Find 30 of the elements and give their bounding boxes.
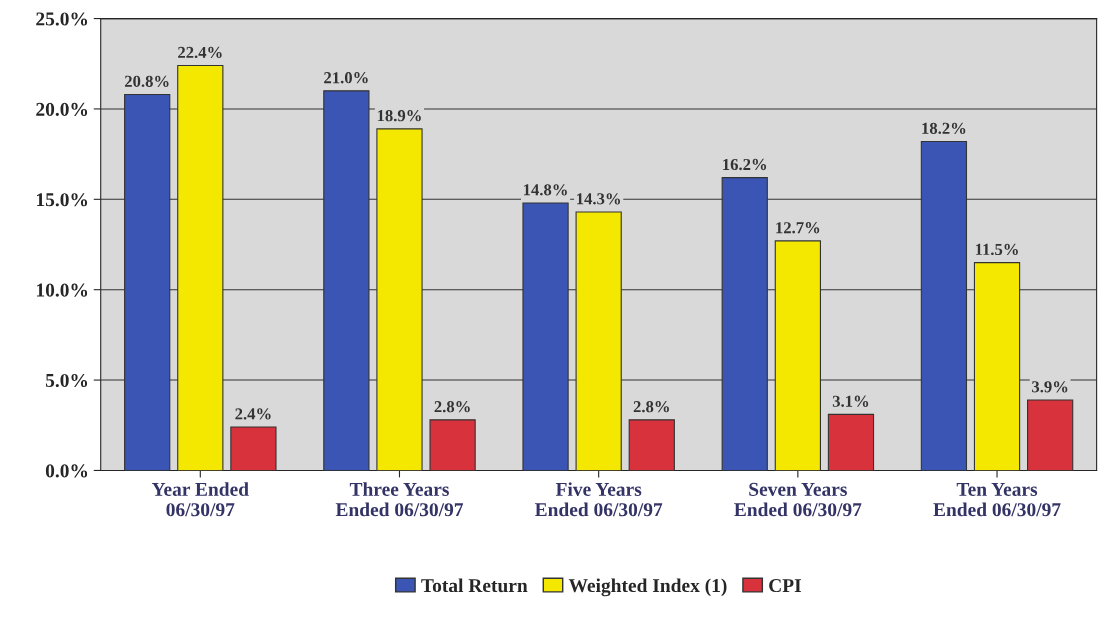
data-label: 14.3% [577,193,621,205]
legend-label: CPI [769,579,802,593]
x-tick-label: Ten Years Ended 06/30/97 [933,483,1061,517]
x-tick-label: Year Ended 06/30/97 [151,482,249,517]
data-label: 12.7% [776,222,820,234]
data-label: 22.4% [178,46,222,59]
data-label: 2.8% [633,401,669,413]
y-tick-label: 25.0% [36,12,88,26]
data-label: 18.2% [922,122,966,134]
data-label: 3.1% [832,395,869,407]
legend-label: Weighted Index (1) [568,578,727,597]
y-tick-label: 20.0% [36,102,88,116]
data-label: 2.8% [434,401,470,413]
data-label: 3.9% [1032,381,1068,393]
y-tick-label: 0.0% [45,464,88,478]
x-tick-label: Seven Years Ended 06/30/97 [734,482,862,517]
data-label: 18.9% [377,110,421,122]
data-label: 2.4% [235,408,271,420]
y-tick-label: 10.0% [36,283,88,297]
y-tick-label: 5.0% [45,373,88,388]
x-tick-label: Three Years Ended 06/30/97 [335,482,464,517]
data-label: 21.0% [324,72,368,84]
data-label: 11.5% [975,243,1018,256]
legend-label: Total Return [421,578,528,593]
bar [1027,399,1074,471]
data-label: 16.2% [723,158,767,171]
data-label: 20.8% [124,75,169,87]
y-tick-label: 15.0% [36,193,88,207]
x-tick-label: Five Years Ended 06/30/97 [534,482,663,517]
data-label: 14.8% [523,184,567,196]
